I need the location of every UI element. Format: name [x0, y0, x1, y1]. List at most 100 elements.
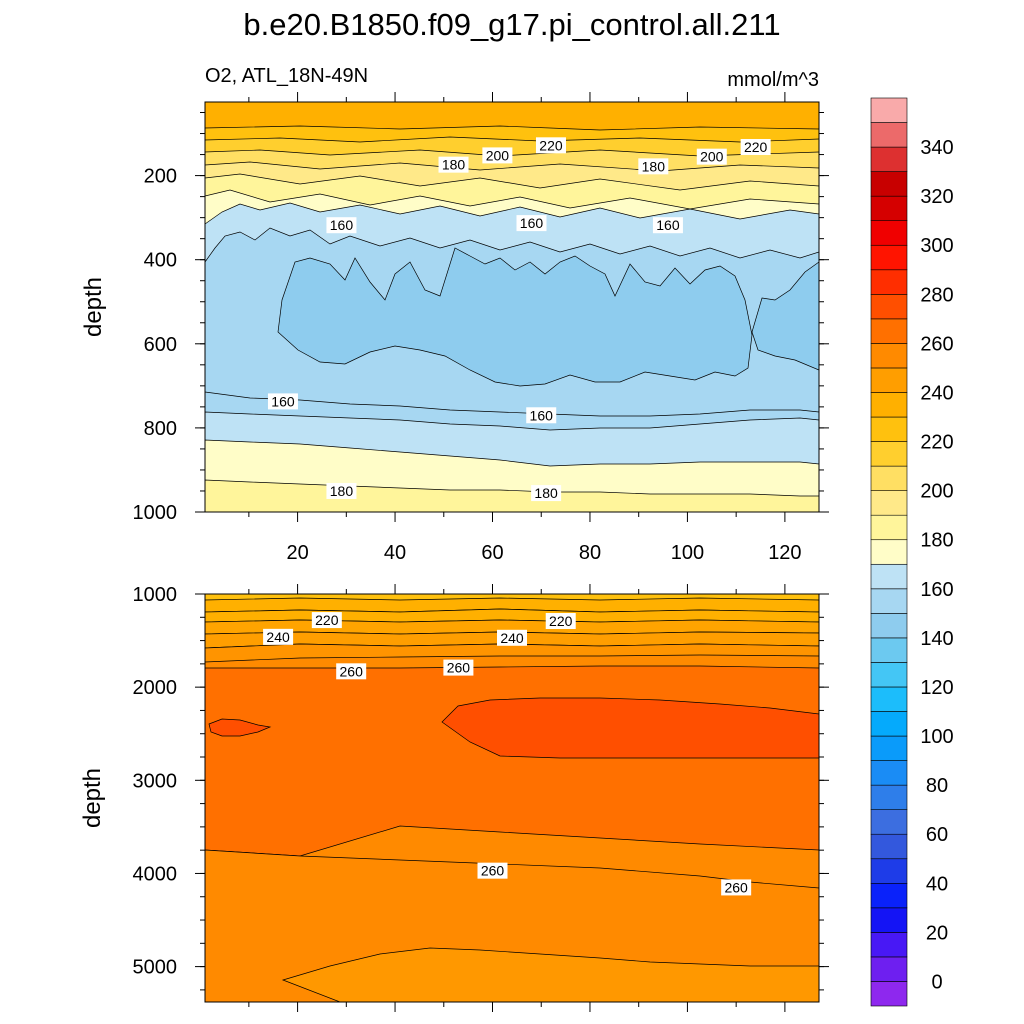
lower-ytick-label: 3000 — [133, 770, 178, 792]
left-subtitle: O2, ATL_18N-49N — [205, 65, 368, 87]
colorbar-swatch — [870, 343, 908, 369]
colorbar-swatch — [870, 613, 908, 639]
contour-label-box — [652, 217, 683, 234]
contour-label: 220 — [545, 613, 576, 630]
upper-line-lt150-east — [751, 261, 819, 371]
contour-label: 160 — [267, 393, 298, 410]
upper-ytick-label: 800 — [144, 418, 177, 440]
colorbar-swatch — [870, 441, 908, 467]
contour-label: 240 — [497, 629, 527, 646]
contour-label-text: 180 — [330, 483, 354, 499]
colorbar-swatch — [870, 711, 908, 737]
colorbar-swatch — [870, 686, 908, 712]
contour-label-box — [326, 217, 357, 234]
lower-band-deep-250 — [281, 947, 819, 1002]
upper-xtick-label: 100 — [671, 542, 704, 564]
colorbar-swatch — [870, 833, 908, 860]
upper-xtick-label: 60 — [481, 542, 503, 564]
contour-label-text: 260 — [724, 879, 748, 895]
colorbar-tick-label: 160 — [920, 579, 953, 601]
lower-contour-labels: 220 220 240 240 260 260 260 260 — [263, 612, 752, 896]
contour-label-text: 160 — [330, 217, 354, 233]
lower-ytick-label: 5000 — [133, 957, 178, 979]
contour-label: 220 — [740, 138, 771, 155]
lower-plot-frame — [204, 593, 820, 1003]
colorbar-tick-label: 40 — [926, 873, 948, 895]
lower-axes: 1000 2000 3000 4000 5000 — [133, 584, 829, 1012]
colorbar-tick-label: 300 — [920, 235, 953, 257]
upper-ytick-label: 400 — [144, 250, 177, 272]
contour-label: 220 — [311, 612, 342, 629]
colorbar-tick-label: 180 — [920, 530, 953, 552]
contour-label-box — [438, 156, 469, 173]
colorbar-tick-label: 220 — [920, 432, 953, 454]
contour-label-text: 220 — [539, 137, 563, 153]
upper-line-220 — [205, 125, 819, 131]
colorbar-swatch — [870, 367, 908, 393]
colorbar-tick-label: 0 — [931, 971, 942, 993]
contour-label-box — [267, 393, 298, 410]
colorbar-swatch — [870, 539, 908, 565]
contour-label-text: 160 — [530, 407, 554, 423]
contour-label-box — [696, 148, 727, 165]
colorbar-swatch — [870, 220, 908, 246]
contour-label-text: 160 — [271, 393, 295, 409]
contour-label: 180 — [531, 485, 562, 502]
contour-label-text: 160 — [520, 215, 544, 231]
contour-label-text: 260 — [340, 663, 364, 679]
colorbar-swatch — [870, 392, 908, 418]
colorbar-swatch — [870, 784, 908, 810]
contour-label-text: 240 — [266, 629, 290, 645]
upper-ytick-label: 1000 — [133, 502, 178, 524]
contour-label-box — [721, 879, 752, 896]
lower-panel: 220 220 240 240 260 260 260 260 1000 2000 3000 400… — [79, 584, 829, 1012]
colorbar-swatch — [870, 195, 908, 222]
contour-label-text: 180 — [534, 485, 558, 501]
upper-line-210 — [205, 136, 819, 143]
upper-line-150 — [205, 227, 819, 263]
contour-label: 180 — [438, 156, 469, 173]
contour-label: 200 — [696, 148, 727, 165]
contour-label-text: 220 — [549, 613, 573, 629]
contour-label-box — [482, 147, 513, 164]
contour-label-box — [263, 628, 294, 645]
colorbar-swatch — [870, 907, 908, 933]
contour-label: 260 — [336, 663, 367, 680]
contour-label-text: 180 — [642, 158, 666, 174]
upper-plot-frame — [204, 101, 820, 513]
upper-xtick-label: 40 — [384, 542, 406, 564]
colorbar-swatch — [870, 809, 908, 835]
contour-label: 160 — [652, 217, 683, 234]
colorbar-swatch — [870, 588, 908, 614]
upper-contour-lines — [205, 125, 819, 387]
colorbar-tick-label: 100 — [920, 726, 953, 748]
lower-ytick-label: 2000 — [133, 677, 178, 699]
contour-label: 260 — [721, 879, 752, 896]
colorbar-tick-label: 280 — [920, 284, 953, 306]
colorbar-swatch — [870, 171, 908, 197]
colorbar-swatch — [870, 662, 908, 688]
colorbar-tick-label: 120 — [920, 677, 953, 699]
contour-label-box — [545, 613, 576, 630]
colorbar-swatch — [870, 735, 908, 761]
contour-label-box — [477, 862, 508, 879]
colorbar-swatch — [870, 269, 908, 295]
contour-label-text: 240 — [500, 630, 524, 646]
upper-contour-labels: 220 220 200 200 180 180 160 160 160 160 160 180 180 — [267, 137, 771, 502]
upper-ytick-label: 600 — [144, 334, 177, 356]
contour-label-box — [531, 485, 562, 502]
colorbar-swatch — [870, 760, 908, 786]
colorbar-swatch — [870, 858, 908, 884]
upper-xtick-label: 80 — [579, 542, 601, 564]
contour-label: 180 — [326, 482, 357, 499]
colorbar-tick-label: 200 — [920, 481, 953, 503]
colorbar-tick-label: 340 — [920, 137, 953, 159]
colorbar-swatch — [870, 244, 908, 271]
colorbar-tick-label: 80 — [926, 775, 948, 797]
colorbar-swatch — [870, 956, 908, 982]
contour-label: 180 — [638, 158, 669, 175]
contour-label: 240 — [263, 628, 294, 645]
contour-label: 160 — [326, 217, 357, 234]
upper-line-190 — [205, 161, 819, 172]
